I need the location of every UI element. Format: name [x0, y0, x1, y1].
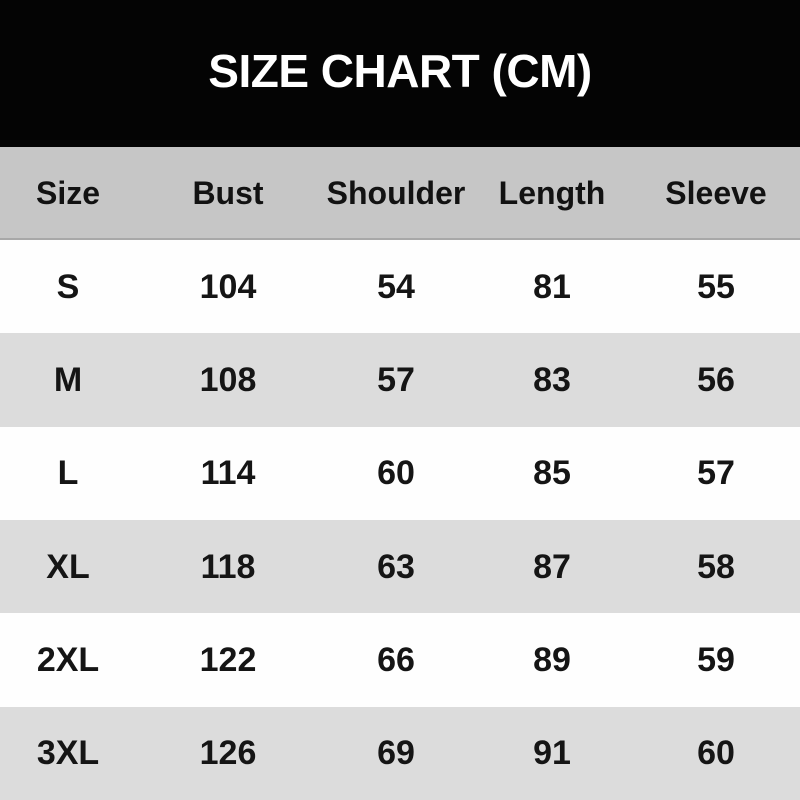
value-cell: 91: [533, 734, 571, 773]
chart-title: SIZE CHART (CM): [208, 44, 592, 97]
table-row-s: S 104 54 81 55: [0, 240, 800, 334]
value-cell: 60: [377, 454, 415, 493]
value-cell: 89: [533, 640, 571, 679]
size-cell: L: [57, 454, 79, 493]
column-header-size: Size: [35, 174, 101, 211]
value-cell: 85: [533, 454, 571, 493]
value-cell: 104: [199, 267, 257, 306]
value-cell: 54: [377, 267, 415, 306]
size-cell: S: [56, 267, 80, 306]
value-cell: 56: [697, 360, 735, 399]
value-cell: 58: [697, 547, 735, 586]
value-cell: 63: [377, 547, 415, 586]
value-cell: 122: [199, 640, 257, 679]
value-cell: 59: [697, 640, 735, 679]
table-row-m: M 108 57 83 56: [0, 333, 800, 427]
size-cell: 2XL: [36, 640, 100, 679]
size-cell: M: [53, 360, 83, 399]
column-header-length: Length: [498, 174, 606, 211]
column-header-sleeve: Sleeve: [665, 174, 767, 211]
value-cell: 57: [377, 360, 415, 399]
value-cell: 114: [200, 454, 256, 493]
value-cell: 66: [377, 640, 415, 679]
column-header-shoulder: Shoulder: [326, 174, 466, 211]
table-header-row: Size Bust Shoulder Length Sleeve: [0, 147, 800, 240]
value-cell: 57: [697, 454, 735, 493]
table-row-l: L 114 60 85 57: [0, 426, 800, 520]
column-header-bust: Bust: [192, 174, 264, 211]
table-row-2xl: 2XL 122 66 89 59: [0, 613, 800, 707]
value-cell: 108: [199, 360, 257, 399]
value-cell: 83: [533, 360, 571, 399]
table-row-3xl: 3XL 126 69 91 60: [0, 706, 800, 800]
value-cell: 87: [533, 547, 571, 586]
value-cell: 126: [199, 734, 257, 773]
chart-title-banner: SIZE CHART (CM): [0, 0, 800, 147]
value-cell: 60: [697, 734, 735, 773]
value-cell: 55: [697, 267, 735, 306]
table-row-xl: XL 118 63 87 58: [0, 519, 800, 614]
value-cell: 69: [377, 734, 415, 773]
value-cell: 81: [533, 267, 571, 306]
value-cell: 118: [200, 547, 256, 586]
size-cell: XL: [46, 547, 90, 586]
size-cell: 3XL: [36, 734, 100, 773]
